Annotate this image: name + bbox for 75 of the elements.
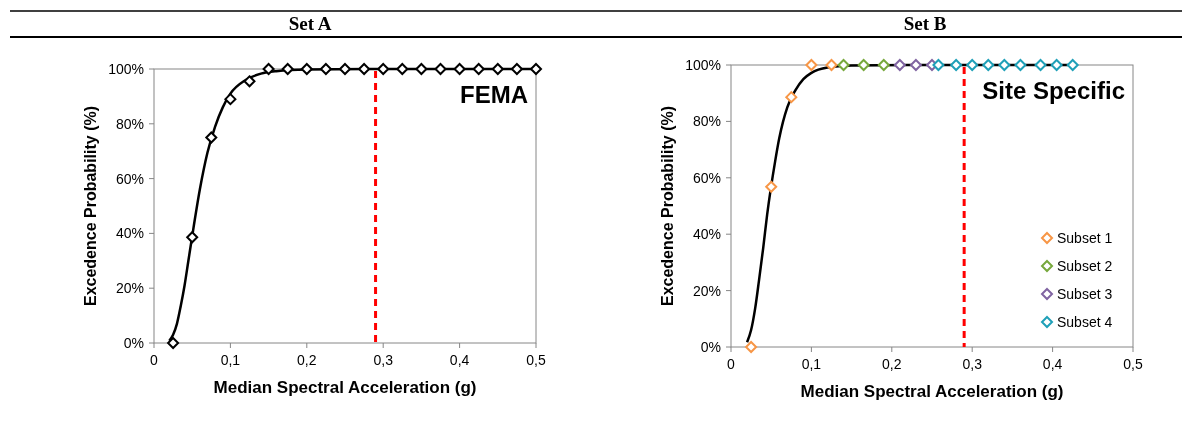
point (932, 59, 945, 71)
x-tick-label: 0,3 (962, 356, 983, 372)
x-tick-label: 0 (727, 356, 736, 372)
x-tick-label: 0 (150, 352, 159, 368)
point (358, 63, 371, 75)
x-axis-title: Median Spectral Acceleration (g) (213, 378, 477, 397)
point (805, 59, 818, 71)
point (530, 63, 542, 75)
x-tick-label: 0,5 (1123, 356, 1143, 372)
annotation: FEMA (460, 81, 528, 108)
point (186, 231, 199, 244)
point (339, 63, 351, 75)
point (472, 63, 485, 75)
chart-title: Set B (903, 13, 947, 34)
point (510, 63, 523, 75)
x-tick-label: 0,5 (526, 352, 546, 368)
y-tick-label: 80% (692, 113, 721, 130)
x-tick-label: 0,1 (220, 352, 241, 368)
y-tick-label: 80% (115, 115, 144, 132)
y-tick-label: 0% (700, 339, 721, 355)
legend-label: Subset 2 (1057, 258, 1113, 274)
point (966, 59, 979, 71)
point (1050, 59, 1063, 71)
y-tick-label: 60% (115, 170, 144, 187)
point (396, 63, 409, 75)
point (491, 63, 504, 75)
point (415, 63, 428, 75)
point (167, 337, 180, 349)
point (262, 63, 275, 75)
point (998, 59, 1011, 71)
y-axis-title: Excedence Probability (%) (82, 105, 99, 307)
point (453, 63, 466, 75)
x-tick-label: 0,2 (882, 356, 902, 372)
point (281, 63, 294, 75)
point (434, 63, 447, 75)
point (837, 59, 850, 71)
point (950, 59, 963, 71)
legend-label: Subset 1 (1057, 230, 1113, 246)
x-axis-title: Median Spectral Acceleration (g) (800, 382, 1064, 401)
y-tick-label: 40% (692, 226, 721, 243)
point (785, 91, 798, 104)
annotation: Site Specific (982, 77, 1125, 104)
point (243, 75, 256, 88)
y-axis-title: Excedence Probability (%) (659, 105, 676, 307)
y-tick-label: 60% (692, 169, 721, 186)
chart-title: Set A (288, 13, 332, 34)
y-tick-label: 100% (108, 61, 144, 77)
point (1034, 59, 1047, 71)
point (300, 63, 313, 75)
point (377, 63, 390, 75)
y-tick-label: 100% (685, 57, 721, 73)
point (825, 59, 838, 71)
point (319, 63, 332, 75)
point (982, 59, 995, 71)
point (877, 59, 890, 71)
x-tick-label: 0,3 (373, 352, 394, 368)
point (224, 93, 237, 106)
point (1066, 59, 1079, 71)
x-tick-label: 0,4 (1042, 356, 1063, 372)
point (909, 59, 922, 71)
point (765, 180, 778, 193)
x-tick-label: 0,2 (297, 352, 317, 368)
y-tick-label: 40% (115, 225, 144, 242)
point (1014, 59, 1027, 71)
legend-label: Subset 4 (1057, 314, 1113, 330)
y-tick-label: 20% (692, 282, 721, 299)
x-tick-label: 0,1 (801, 356, 822, 372)
legend-label: Subset 3 (1057, 286, 1113, 302)
y-tick-label: 20% (115, 280, 144, 297)
point (857, 59, 870, 71)
y-tick-label: 0% (123, 335, 144, 351)
point (745, 341, 758, 353)
x-tick-label: 0,4 (449, 352, 470, 368)
point (893, 59, 906, 71)
point (205, 131, 218, 144)
